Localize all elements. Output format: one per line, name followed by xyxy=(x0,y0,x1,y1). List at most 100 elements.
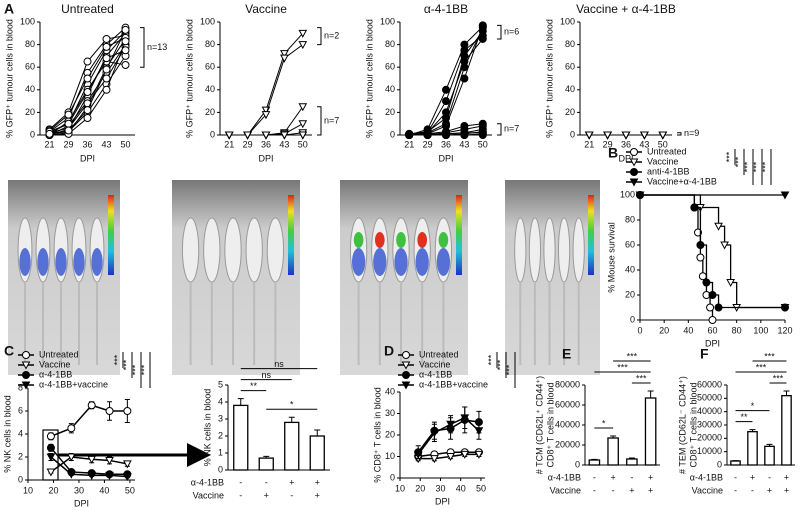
marker xyxy=(46,468,56,477)
marker xyxy=(298,41,308,50)
x-axis-label: DPI xyxy=(435,496,450,506)
marker xyxy=(224,131,234,140)
y-tick-label: 60000 xyxy=(697,379,722,389)
signal xyxy=(396,232,406,248)
y-axis-label: % Mouse survival xyxy=(606,222,616,293)
y-tick-label: 100 xyxy=(20,16,35,26)
y-tick-label: 0 xyxy=(218,464,223,474)
y-tick-label: 40000 xyxy=(697,406,722,416)
y-axis-label: # TEM (CD62L⁻ CD44⁺) xyxy=(677,376,687,474)
row-label: α-4-1BB xyxy=(191,477,224,487)
marker xyxy=(121,60,130,69)
marker xyxy=(298,103,308,112)
series-line xyxy=(50,456,128,473)
marker xyxy=(696,253,705,262)
chart-title: Untreated xyxy=(61,2,114,16)
marker xyxy=(298,131,308,140)
significance-label: *** xyxy=(733,156,743,167)
y-tick-label: 20 xyxy=(205,107,215,117)
marker xyxy=(45,129,54,138)
x-tick-label: 20 xyxy=(659,325,669,335)
marker xyxy=(478,22,487,31)
significance-label: ns xyxy=(261,370,271,380)
mouse xyxy=(514,217,527,283)
significance-label: *** xyxy=(627,351,638,361)
x-tick-label: 50 xyxy=(120,139,130,149)
y-tick-label: 2 xyxy=(18,451,23,461)
marker xyxy=(123,473,132,482)
row-sign: + xyxy=(610,472,615,482)
marker xyxy=(83,57,92,66)
x-tick-label: 29 xyxy=(603,139,613,149)
group-bracket xyxy=(140,27,145,68)
x-tick-label: 50 xyxy=(125,485,135,495)
x-tick-label: 10 xyxy=(395,483,405,493)
signal xyxy=(91,248,103,276)
marker xyxy=(66,453,76,462)
significance-label: * xyxy=(602,418,606,428)
y-tick-label: 40 xyxy=(205,84,215,94)
marker xyxy=(603,131,612,140)
row-sign: - xyxy=(265,477,268,487)
marker xyxy=(460,74,469,83)
marker xyxy=(87,401,96,410)
y-axis-label: CD8⁺ T cells in blood xyxy=(688,383,698,468)
significance-label: *** xyxy=(495,359,505,370)
marker xyxy=(67,424,76,433)
y-tick-label: 8 xyxy=(18,382,23,392)
y-tick-label: 40000 xyxy=(555,419,580,429)
x-tick-label: 29 xyxy=(63,139,73,149)
mouse xyxy=(572,217,585,283)
legend-label: Untreated xyxy=(419,349,459,359)
row-sign: - xyxy=(239,490,242,500)
y-tick-label: 60 xyxy=(625,239,635,249)
legend-label: Untreated xyxy=(39,349,79,359)
row-sign: - xyxy=(593,485,596,495)
y-tick-label: 80000 xyxy=(555,379,580,389)
row-sign: + xyxy=(750,472,755,482)
y-tick-label: 3 xyxy=(218,413,223,423)
y-tick-label: 80 xyxy=(25,39,35,49)
marker xyxy=(478,34,487,43)
marker xyxy=(690,203,699,212)
x-axis-label: DPI xyxy=(258,153,273,163)
marker xyxy=(280,54,289,63)
legend-marker xyxy=(629,178,639,187)
error-bar xyxy=(263,455,270,459)
marker xyxy=(708,291,717,299)
x-tick-label: 21 xyxy=(44,139,54,149)
y-axis-label: % NK cells in blood xyxy=(202,389,212,467)
mouse xyxy=(528,217,542,283)
y-tick-label: 40 xyxy=(25,84,35,94)
panel-label: F xyxy=(700,346,709,362)
marker xyxy=(780,191,790,200)
marker xyxy=(83,106,92,115)
marker xyxy=(121,46,130,55)
marker xyxy=(446,453,455,462)
marker xyxy=(696,241,705,249)
y-tick-label: 50000 xyxy=(697,393,722,403)
signal xyxy=(73,248,85,276)
marker xyxy=(635,191,645,200)
x-tick-label: 10 xyxy=(23,485,33,495)
marker xyxy=(261,111,271,120)
bar xyxy=(258,457,274,471)
row-sign: + xyxy=(264,490,269,500)
y-tick-label: 0 xyxy=(30,129,35,139)
error-bar xyxy=(314,429,321,436)
marker xyxy=(102,34,111,43)
x-tick-label: 43 xyxy=(639,139,649,149)
group-size-label: n=2 xyxy=(324,31,339,41)
legend-marker xyxy=(22,351,30,359)
marker xyxy=(87,455,97,464)
legend-marker xyxy=(629,158,639,167)
series-line xyxy=(229,44,304,136)
x-tick-label: 36 xyxy=(261,139,271,149)
error-bar xyxy=(628,457,635,459)
row-sign: - xyxy=(630,472,633,482)
marker xyxy=(298,29,308,38)
row-sign: - xyxy=(239,477,242,487)
bar xyxy=(747,431,758,466)
legend-label: anti-4-1BB xyxy=(647,166,690,176)
y-tick-label: 100 xyxy=(200,16,215,26)
